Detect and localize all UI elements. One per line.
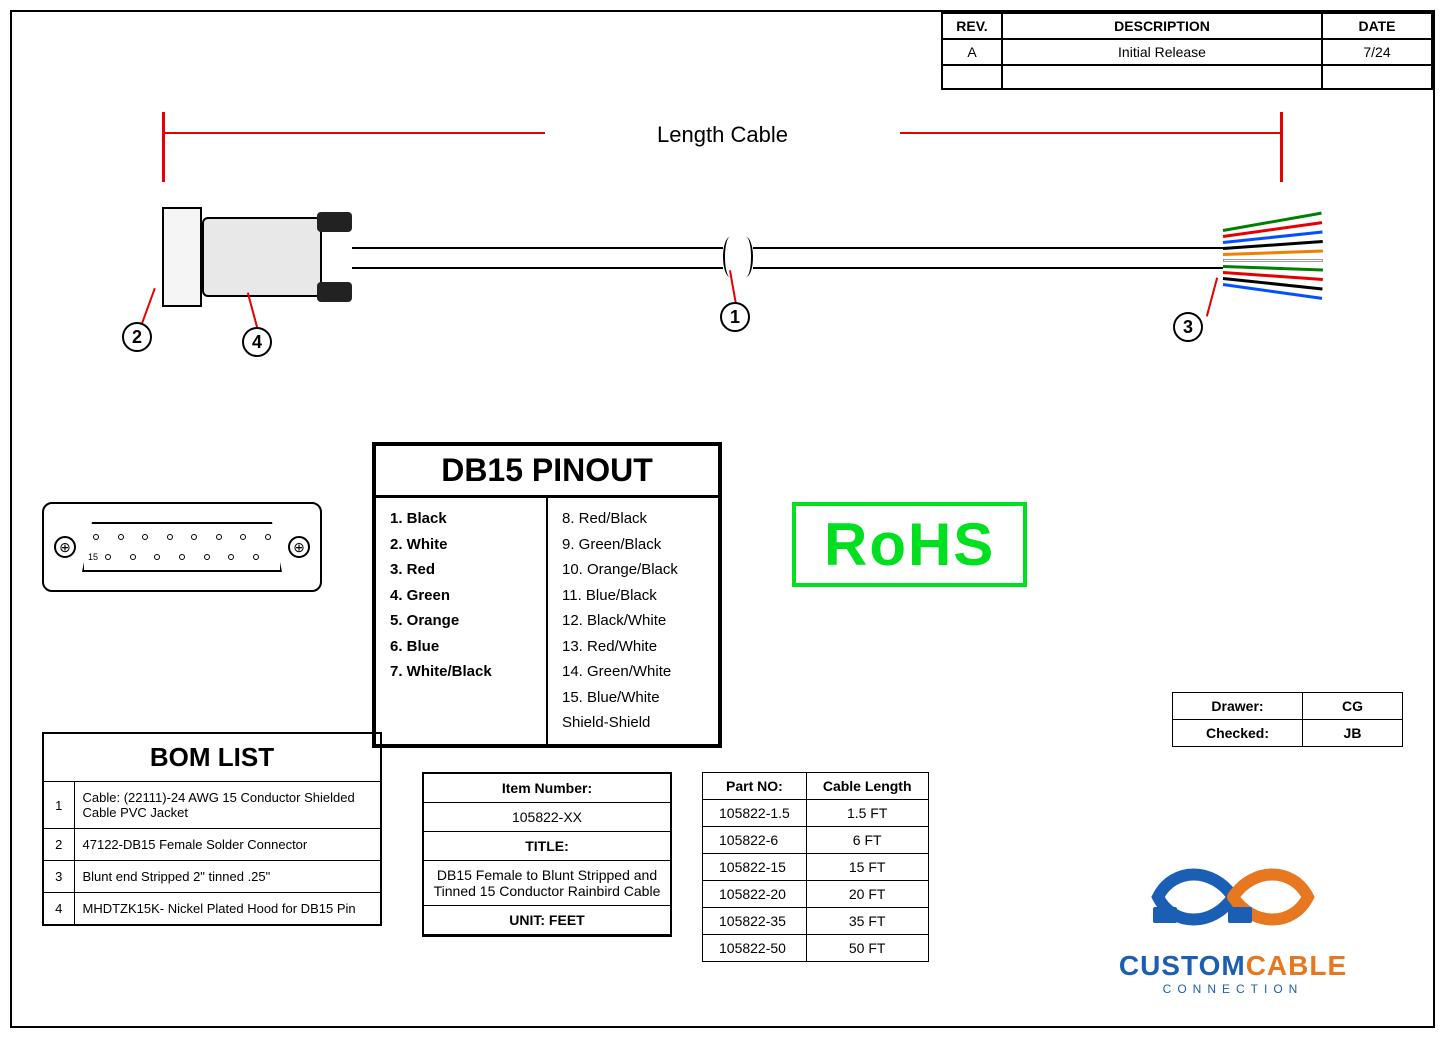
- bom-list: BOM LIST 1Cable: (22111)-24 AWG 15 Condu…: [42, 732, 382, 926]
- rev-cell: A: [942, 39, 1002, 65]
- dimension-bar-left: [162, 112, 165, 182]
- pin-15-label: 15: [88, 552, 98, 562]
- stripped-wires: [1223, 224, 1323, 294]
- callout-1: 1: [720, 302, 750, 332]
- drawer-label: Drawer:: [1173, 693, 1303, 720]
- infinity-icon: [1133, 852, 1333, 942]
- desc-cell: [1002, 65, 1322, 89]
- unit-label: UNIT: FEET: [424, 906, 670, 935]
- revision-table: REV. DESCRIPTION DATE A Initial Release …: [941, 12, 1433, 90]
- screw-icon: ⊕: [54, 536, 76, 558]
- date-cell: [1322, 65, 1432, 89]
- company-logo: CUSTOMCABLE CONNECTION: [1073, 852, 1393, 996]
- title-value: DB15 Female to Blunt Stripped and Tinned…: [424, 861, 670, 906]
- drawer-value: CG: [1303, 693, 1403, 720]
- checked-label: Checked:: [1173, 720, 1303, 747]
- item-info-box: Item Number: 105822-XX TITLE: DB15 Femal…: [422, 772, 672, 937]
- pinout-title: DB15 PINOUT: [376, 446, 718, 498]
- title-label: TITLE:: [424, 832, 670, 861]
- callout-line: [1206, 277, 1218, 316]
- date-header: DATE: [1322, 13, 1432, 39]
- date-cell: 7/24: [1322, 39, 1432, 65]
- dimension-line-left: [165, 132, 545, 134]
- bom-title: BOM LIST: [44, 734, 380, 781]
- parts-table: Part NO:Cable Length105822-1.51.5 FT1058…: [702, 772, 929, 962]
- dimension-bar-right: [1280, 112, 1283, 182]
- desc-header: DESCRIPTION: [1002, 13, 1322, 39]
- callout-2: 2: [122, 322, 152, 352]
- logo-subtitle: CONNECTION: [1073, 982, 1393, 996]
- db15-shell: 15: [82, 522, 282, 572]
- callout-4: 4: [242, 327, 272, 357]
- item-number-label: Item Number:: [424, 774, 670, 803]
- rev-cell: [942, 65, 1002, 89]
- drawer-table: Drawer: CG Checked: JB: [1172, 692, 1403, 747]
- rev-header: REV.: [942, 13, 1002, 39]
- callout-3: 3: [1173, 312, 1203, 342]
- cable-break-icon: [723, 237, 753, 277]
- length-label: Length Cable: [657, 122, 788, 148]
- checked-value: JB: [1303, 720, 1403, 747]
- cable-diagram: Length Cable 2 4 1 3: [112, 112, 1333, 342]
- pinout-box: DB15 PINOUT 1. Black2. White3. Red4. Gre…: [372, 442, 722, 748]
- pinout-col-1: 1. Black2. White3. Red4. Green5. Orange6…: [376, 498, 548, 744]
- cable-body: [352, 247, 1223, 269]
- db15-face-view: ⊕ 15 ⊕: [42, 502, 322, 592]
- drawing-frame: REV. DESCRIPTION DATE A Initial Release …: [10, 10, 1435, 1028]
- pinout-col-2: 8. Red/Black9. Green/Black10. Orange/Bla…: [548, 498, 718, 744]
- item-number-value: 105822-XX: [424, 803, 670, 832]
- dimension-line-right: [900, 132, 1280, 134]
- rohs-badge: RoHS: [792, 502, 1027, 587]
- db15-connector-icon: [142, 192, 352, 322]
- desc-cell: Initial Release: [1002, 39, 1322, 65]
- logo-text: CUSTOMCABLE: [1073, 950, 1393, 982]
- screw-icon: ⊕: [288, 536, 310, 558]
